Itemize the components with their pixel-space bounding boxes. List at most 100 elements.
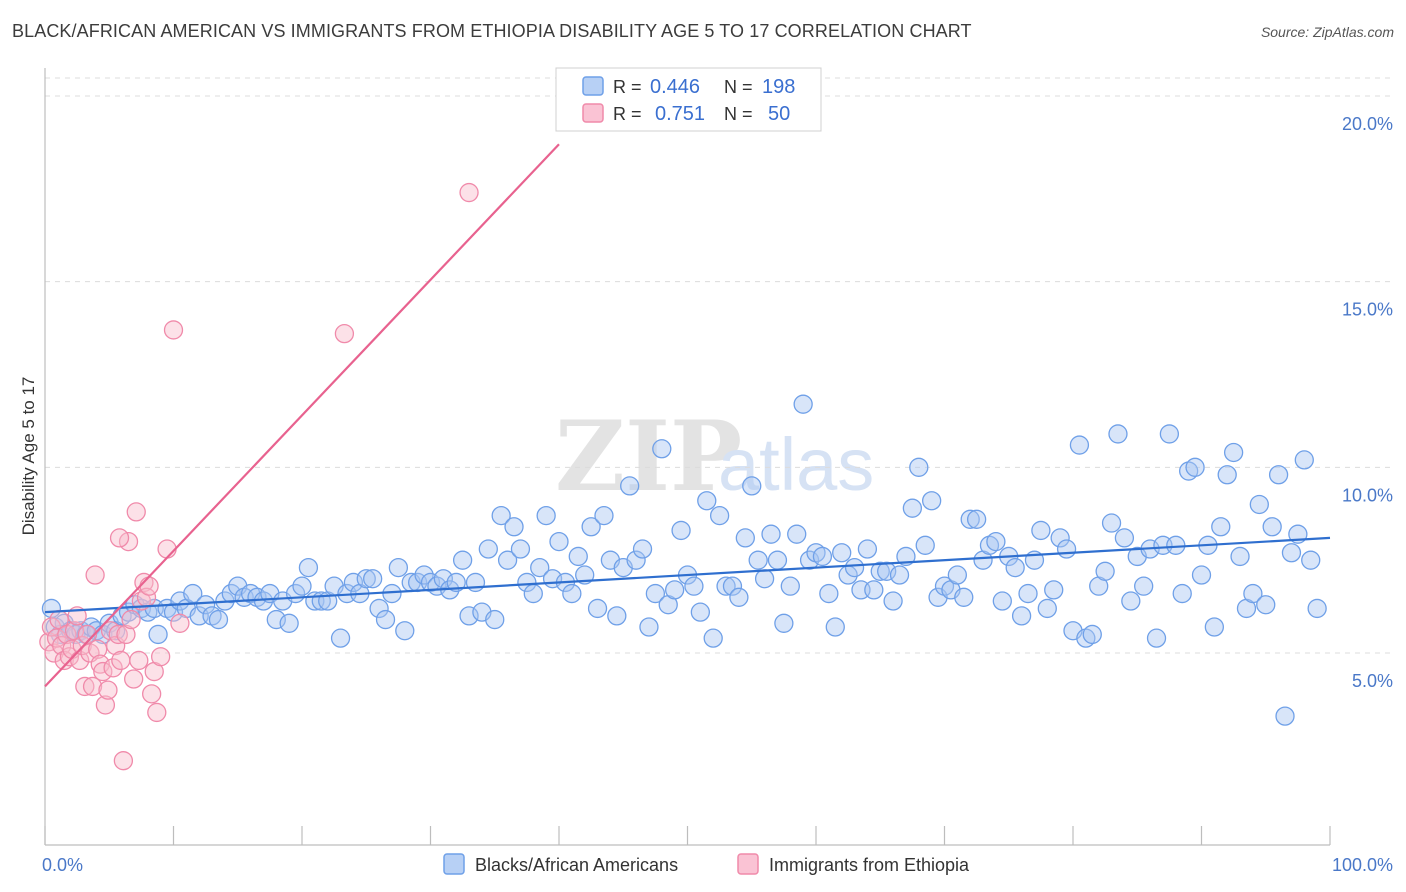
- point-blacks: [478, 539, 498, 559]
- point-ethiopia: [334, 324, 355, 344]
- y-tick-label: 5.0%: [1352, 671, 1393, 691]
- point-blacks: [568, 546, 588, 567]
- chart-title: BLACK/AFRICAN AMERICAN VS IMMIGRANTS FRO…: [12, 21, 972, 41]
- point-ethiopia: [59, 647, 80, 667]
- point-blacks: [793, 394, 813, 414]
- point-ethiopia: [44, 643, 64, 663]
- point-ethiopia: [54, 650, 74, 671]
- point-ethiopia: [85, 565, 105, 585]
- legend-n-label-1: N =: [724, 77, 753, 97]
- point-blacks: [909, 457, 929, 477]
- point-blacks: [1082, 624, 1102, 645]
- point-blacks: [375, 609, 396, 630]
- point-ethiopia: [103, 658, 123, 678]
- point-ethiopia: [139, 576, 159, 596]
- point-blacks: [298, 557, 319, 578]
- point-blacks: [562, 583, 582, 604]
- point-blacks: [626, 550, 646, 570]
- point-ethiopia: [75, 676, 95, 697]
- legend-n-value-2: 50: [768, 103, 790, 125]
- point-blacks: [465, 572, 486, 593]
- point-blacks: [530, 557, 550, 578]
- point-blacks: [1249, 494, 1269, 515]
- point-blacks: [735, 528, 755, 548]
- point-blacks: [356, 569, 376, 589]
- point-ethiopia: [142, 684, 162, 704]
- point-blacks: [703, 628, 723, 648]
- point-blacks: [889, 565, 910, 585]
- point-blacks: [594, 505, 614, 526]
- point-ethiopia: [459, 182, 479, 203]
- source-credit: Source: ZipAtlas.com: [1260, 24, 1394, 40]
- point-blacks: [517, 572, 537, 593]
- point-blacks: [1281, 543, 1302, 563]
- point-ethiopia: [126, 502, 146, 522]
- point-blacks: [896, 546, 916, 567]
- point-blacks: [761, 524, 781, 544]
- point-blacks: [1095, 561, 1115, 581]
- point-blacks: [510, 539, 531, 559]
- point-blacks: [883, 591, 903, 611]
- point-blacks: [986, 531, 1006, 552]
- point-blacks: [639, 617, 659, 637]
- point-blacks: [575, 565, 595, 585]
- legend-swatch-ethiopia: [582, 103, 604, 123]
- legend-bottom: Blacks/African Americans Immigrants from…: [443, 853, 970, 875]
- legend-bottom-swatch-ethiopia: [737, 853, 759, 875]
- point-blacks: [722, 576, 743, 596]
- point-blacks: [1011, 606, 1032, 626]
- point-blacks: [902, 498, 923, 518]
- point-blacks: [1275, 706, 1295, 726]
- point-blacks: [665, 580, 685, 600]
- point-blacks: [652, 439, 672, 459]
- point-ethiopia: [77, 624, 98, 645]
- legend-bottom-label-blacks: Blacks/African Americans: [475, 855, 678, 875]
- point-blacks: [870, 561, 890, 581]
- point-blacks: [1005, 557, 1025, 578]
- point-blacks: [292, 576, 312, 596]
- x-tick-label-max: 100.0%: [1332, 855, 1393, 875]
- point-blacks: [1301, 550, 1321, 570]
- point-ethiopia: [111, 650, 131, 671]
- point-blacks: [330, 628, 351, 648]
- point-blacks: [954, 587, 974, 607]
- point-blacks: [690, 602, 710, 622]
- point-blacks: [279, 613, 299, 633]
- trendline-ethiopia: [44, 143, 560, 688]
- point-ethiopia: [93, 661, 113, 682]
- legend-n-label-2: N =: [724, 104, 753, 124]
- point-blacks: [684, 576, 704, 596]
- x-tick-label-min: 0.0%: [42, 855, 83, 875]
- point-ethiopia: [82, 676, 103, 697]
- point-blacks: [787, 524, 807, 544]
- point-blacks: [960, 509, 980, 529]
- point-blacks: [1146, 628, 1167, 648]
- point-blacks: [491, 505, 511, 526]
- point-blacks: [1166, 535, 1186, 555]
- grid-lines: [45, 77, 1392, 654]
- y-tick-label: 20.0%: [1342, 114, 1393, 134]
- point-blacks: [549, 531, 569, 552]
- point-blacks: [767, 550, 788, 570]
- point-blacks: [864, 580, 884, 600]
- point-blacks: [697, 491, 717, 511]
- point-ethiopia: [108, 624, 128, 645]
- point-blacks: [497, 550, 518, 570]
- x-axis-ticks: [44, 826, 1331, 845]
- legend-n-value-1: 198: [762, 76, 795, 98]
- y-axis-tick-labels: 5.0% 10.0% 15.0% 20.0%: [1342, 114, 1393, 691]
- point-blacks: [1262, 517, 1282, 537]
- point-blacks: [620, 476, 640, 496]
- point-blacks: [363, 569, 383, 589]
- legend-top: R = 0.446 N = 198 R = 0.751 N = 50: [555, 67, 822, 132]
- point-blacks: [966, 509, 987, 529]
- point-ethiopia: [150, 647, 171, 667]
- point-blacks: [812, 546, 833, 567]
- watermark-zip: ZIP: [555, 400, 742, 513]
- point-blacks: [1101, 513, 1122, 533]
- point-blacks: [742, 476, 762, 496]
- point-blacks: [774, 613, 794, 633]
- point-blacks: [915, 535, 935, 555]
- point-blacks: [369, 598, 389, 619]
- point-blacks: [1134, 576, 1154, 596]
